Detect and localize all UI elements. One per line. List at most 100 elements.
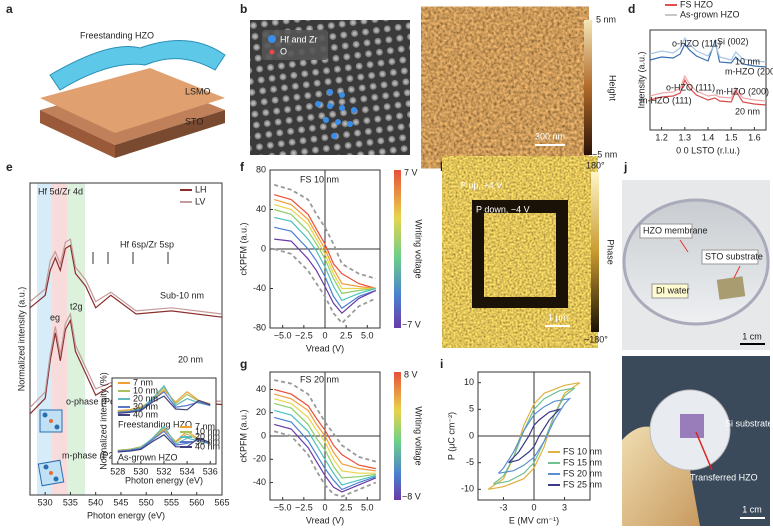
label: Transferred HZO: [690, 472, 758, 482]
legend-label: Hf and Zr: [280, 34, 318, 44]
data-line: [274, 402, 376, 479]
legend-label: 40 nm: [133, 409, 158, 419]
arrow: [733, 265, 741, 279]
legend-marker: [268, 35, 276, 43]
x-tick-label: 1.3: [679, 132, 692, 142]
legend-label: FS HZO: [680, 0, 713, 9]
y-tick-label: 40: [256, 204, 266, 214]
label: Freestanding HZO: [80, 30, 154, 40]
y-tick-label: -5: [466, 457, 474, 467]
data-line: [274, 416, 376, 491]
data-line: [274, 398, 376, 474]
data-line: [274, 379, 377, 463]
panel-h: h P up, +4 V P down, −4 V 1 μm 180° −180…: [440, 160, 616, 344]
x-tick-label: 1.4: [702, 132, 715, 142]
x-tick-label: 5.0: [361, 502, 374, 512]
colorbar-label: Writing voltage: [414, 406, 424, 465]
group-label: 20 nm: [735, 106, 760, 116]
data-line: [274, 204, 376, 290]
label: HZO membrane: [643, 225, 708, 235]
legend-label: 40 nm: [195, 441, 220, 451]
y-tick-label: 40: [256, 384, 266, 394]
data-line: [29, 244, 223, 318]
annotation: Si (002): [717, 36, 749, 46]
x-tick-label: -3: [499, 502, 507, 512]
data-line: [274, 208, 376, 295]
label: DI water: [656, 285, 690, 295]
x-tick-label: 535: [63, 497, 78, 507]
panel-b: b Hf and Zr O: [240, 2, 410, 155]
panel-c: c 300 nm 5 nm −5 nm Height: [428, 2, 618, 159]
colorbar-max: 7 V: [404, 167, 418, 177]
x-tick-label: 565: [214, 497, 229, 507]
annotation: o-phase (Pca2₁): [66, 396, 131, 406]
x-axis-label: Photon energy (eV): [87, 510, 165, 520]
data-line: [274, 226, 376, 310]
data-line: [274, 409, 376, 486]
data-line: [29, 238, 223, 315]
y-tick-label: 0: [469, 430, 474, 440]
panel-label: g: [240, 357, 247, 371]
data-line: [273, 183, 377, 280]
chart-title: FS 10 nm: [300, 174, 339, 184]
data-line: [274, 199, 376, 290]
label: Si substrate: [725, 418, 773, 428]
colorbar-max: 8 V: [404, 369, 418, 379]
x-axis-label: Photon energy (eV): [125, 475, 203, 485]
data-line: [273, 430, 377, 498]
colorbar: [591, 172, 599, 332]
y-tick-label: 10: [464, 377, 474, 387]
hzo-membrane: [49, 39, 226, 91]
panel-a: a Freestanding HZO LSMO STO: [6, 2, 226, 158]
afm-image: [435, 20, 575, 155]
y-axis-label: Normalized intensity (a.u.): [16, 287, 26, 392]
x-tick-label: 0: [322, 330, 327, 340]
data-line: [274, 216, 376, 302]
panel-label: d: [628, 2, 635, 16]
panel-label: a: [6, 2, 13, 16]
colorbar-min: −8 V: [402, 491, 421, 501]
legend-label: 7 nm: [195, 421, 215, 431]
y-tick-label: 5: [469, 404, 474, 414]
label: P down, −4 V: [476, 204, 530, 214]
colorbar-label: Writing voltage: [414, 219, 424, 278]
label-box: [701, 249, 759, 265]
legend-label: 7 nm: [133, 377, 153, 387]
region: [67, 183, 85, 495]
lsmo-layer: [40, 68, 225, 133]
legend-label: 10 nm: [195, 426, 220, 436]
annotation: o-HZO (111): [666, 82, 715, 92]
legend-label: LH: [195, 184, 207, 194]
x-tick-label: 0: [322, 502, 327, 512]
x-tick-label: −2.5: [295, 502, 313, 512]
group-label: 20 nm: [178, 354, 203, 364]
region: [37, 183, 52, 495]
panel-label: b: [240, 2, 247, 16]
panel-label: h: [440, 160, 447, 174]
label: P up, +4 V: [460, 180, 502, 190]
x-tick-label: 2.5: [340, 330, 353, 340]
y-tick-label: -20: [253, 454, 266, 464]
colorbar: [394, 372, 401, 500]
x-tick-label: 536: [203, 466, 218, 476]
annotation: m-phase (P2₁/c): [62, 450, 127, 460]
y-tick-label: 0: [261, 430, 266, 440]
x-tick-label: 530: [133, 466, 148, 476]
panel-label: j: [623, 160, 627, 174]
group-label: Sub-10 nm: [160, 290, 204, 300]
annotation: Hf 6sp/Zr 5sp: [120, 239, 174, 249]
y-tick-label: 80: [256, 164, 266, 174]
x-tick-label: 555: [164, 497, 179, 507]
data-line: [497, 397, 572, 474]
annotation: m-HZO (200): [716, 86, 769, 96]
x-tick-label: 534: [180, 466, 195, 476]
panel-e-decor: [37, 183, 169, 495]
legend-label: 20 nm: [195, 431, 220, 441]
annotation: m-HZO (200): [725, 66, 773, 76]
data-line: [649, 36, 767, 63]
x-tick-label: 545: [113, 497, 128, 507]
group-label: As-grown HZO: [118, 452, 178, 462]
panel-label: f: [240, 160, 245, 174]
pfm-center: [490, 220, 550, 290]
